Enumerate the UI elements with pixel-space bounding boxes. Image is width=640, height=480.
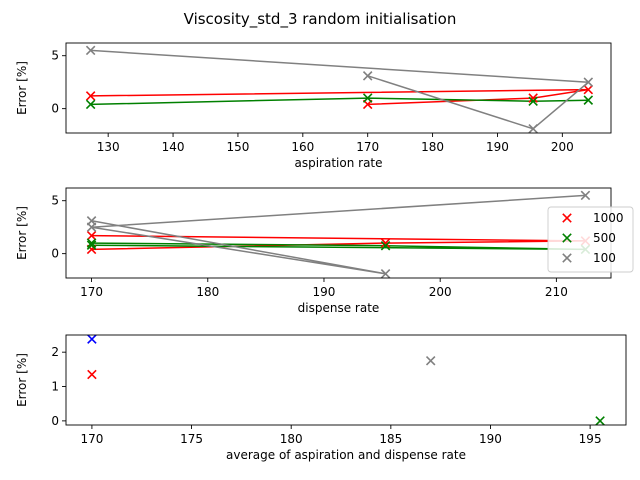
data-point-1000 <box>85 91 96 101</box>
data-point-500 <box>362 93 373 103</box>
y-tick-label: 2 <box>51 345 59 359</box>
data-point-500 <box>528 96 538 107</box>
y-tick-label: 0 <box>51 414 59 428</box>
plot-area <box>86 190 591 278</box>
data-point-1000 <box>528 93 538 103</box>
axes-frame <box>65 334 627 426</box>
x-tick-label: 185 <box>379 432 402 446</box>
x-tick-label: 190 <box>486 140 509 154</box>
data-point-500 <box>85 99 96 110</box>
data-point-100 <box>580 190 591 201</box>
data-point-1000 <box>86 230 97 241</box>
data-point-100 <box>425 355 436 366</box>
legend-marker-100 <box>562 253 572 263</box>
y-tick-label: 1 <box>51 380 59 394</box>
x-axis-label: aspiration rate <box>294 156 382 170</box>
x-tick-label: 180 <box>421 140 444 154</box>
data-point-500 <box>86 240 97 250</box>
x-tick-label: 170 <box>356 140 379 154</box>
y-tick-label: 0 <box>51 102 59 116</box>
series-line-1000 <box>90 88 589 106</box>
x-tick-label: 170 <box>80 285 103 299</box>
data-point-1000 <box>87 369 97 380</box>
plot-area <box>87 335 605 425</box>
legend-label-500: 500 <box>593 231 616 245</box>
x-tick-label: 140 <box>162 140 185 154</box>
x-tick-label: 130 <box>97 140 120 154</box>
x-axis-label: average of aspiration and dispense rate <box>226 448 466 462</box>
data-point-500 <box>380 240 391 251</box>
legend-label-1000: 1000 <box>593 211 624 225</box>
data-point-500 <box>583 95 594 105</box>
panel-aspiration-rate: 130 140 150 160 170 180 190 200 0 5 aspiration rat… <box>15 42 612 170</box>
data-point-100 <box>362 71 373 81</box>
y-tick-label: 0 <box>51 247 59 261</box>
y-axis-label: Error [%] <box>15 353 29 407</box>
panel-dispense-rate: 170 180 190 200 210 0 5 dispense rate Error [%] <box>15 187 612 315</box>
data-point-100 <box>380 268 391 278</box>
legend-marker-500 <box>562 233 572 243</box>
y-tick-label: 5 <box>51 194 59 208</box>
data-point-500 <box>595 416 605 425</box>
x-tick-label: 180 <box>196 285 219 299</box>
axes-frame <box>65 42 612 134</box>
data-point-500 <box>86 238 97 248</box>
x-tick-label: 190 <box>313 285 336 299</box>
data-point-1000 <box>380 238 391 248</box>
legend-marker-1000 <box>562 213 572 223</box>
data-point-100 <box>86 222 97 232</box>
x-tick-label: 200 <box>551 140 574 154</box>
series-line-500 <box>90 97 589 106</box>
series-line-100 <box>91 194 586 275</box>
x-tick-label: 195 <box>579 432 602 446</box>
data-point-100 <box>583 77 594 87</box>
chart-title: Viscosity_std_3 random initialisation <box>184 10 457 29</box>
series-line-500 <box>91 242 586 251</box>
y-axis-label: Error [%] <box>15 61 29 115</box>
y-axis-label: Error [%] <box>15 206 29 260</box>
series-line-100 <box>90 49 591 130</box>
x-tick-label: 190 <box>479 432 502 446</box>
x-tick-label: 175 <box>180 432 203 446</box>
x-axis-label: dispense rate <box>298 301 380 315</box>
x-tick-label: 150 <box>226 140 249 154</box>
plot-area <box>85 45 594 133</box>
data-point-100 <box>528 123 538 133</box>
x-tick-label: 160 <box>291 140 314 154</box>
x-tick-label: 170 <box>80 432 103 446</box>
legend: 1000 500 100 <box>547 206 634 273</box>
legend-label-100: 100 <box>593 251 616 265</box>
axes-frame <box>65 187 612 279</box>
panel-average-rate: 170 175 180 185 190 195 0 1 2 average of aspirati… <box>15 334 627 462</box>
y-tick-label: 5 <box>51 49 59 63</box>
x-tick-label: 180 <box>280 432 303 446</box>
x-tick-label: 210 <box>545 285 568 299</box>
data-point-other <box>87 335 97 344</box>
data-point-100 <box>85 45 96 56</box>
data-point-1000 <box>583 84 594 95</box>
x-tick-label: 200 <box>429 285 452 299</box>
